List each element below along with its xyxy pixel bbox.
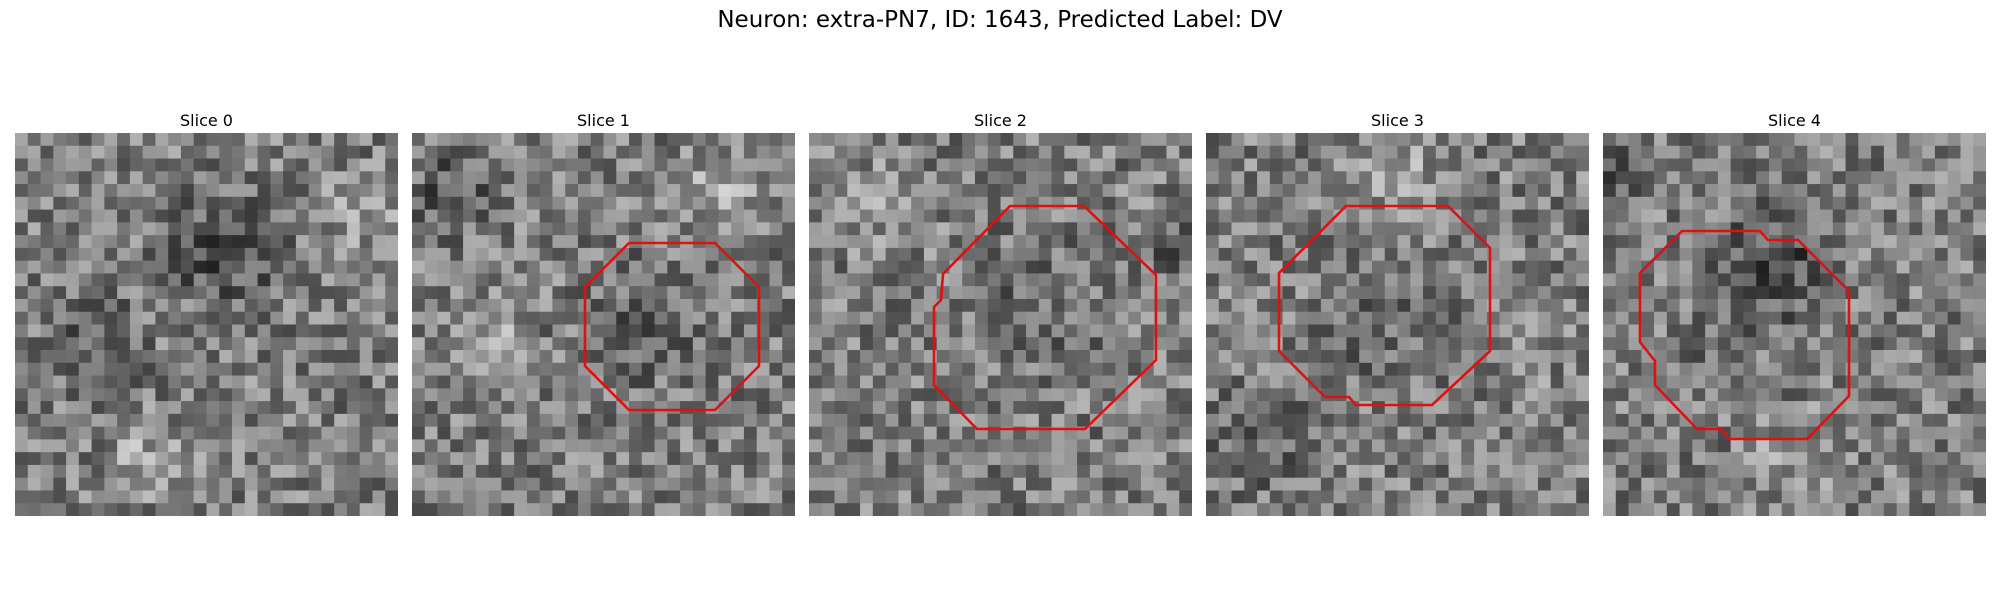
slice-title: Slice 1 [577,111,630,130]
slice-panel-0: Slice 0 [15,109,398,516]
slice-panel-1: Slice 1 [412,109,795,516]
roi-contour [583,241,761,412]
slice-image [15,133,398,516]
figure-title: Neuron: extra-PN7, ID: 1643, Predicted L… [717,7,1283,33]
slice-0-svg [15,133,398,516]
slice-1-svg [412,133,795,516]
pixel-grid [809,133,1192,516]
pixel-grid [1603,133,1986,516]
slice-image [1603,133,1986,516]
roi-contour [932,204,1158,431]
slice-title: Slice 0 [180,111,233,130]
slice-image [412,133,795,516]
pixel-grid [15,133,398,516]
slice-panel-4: Slice 4 [1603,109,1986,516]
slice-title: Slice 3 [1371,111,1424,130]
slice-panel-3: Slice 3 [1206,109,1589,516]
slice-4-svg [1603,133,1986,516]
roi-contour [1638,229,1851,441]
slice-panel-2: Slice 2 [809,109,1192,516]
slice-image [1206,133,1589,516]
slice-title: Slice 2 [974,111,1027,130]
pixel-grid [412,133,795,516]
slice-title: Slice 4 [1768,111,1821,130]
slice-3-svg [1206,133,1589,516]
slice-2-svg [809,133,1192,516]
slice-image [809,133,1192,516]
pixel-grid [1206,133,1589,516]
roi-contour [1277,204,1492,407]
